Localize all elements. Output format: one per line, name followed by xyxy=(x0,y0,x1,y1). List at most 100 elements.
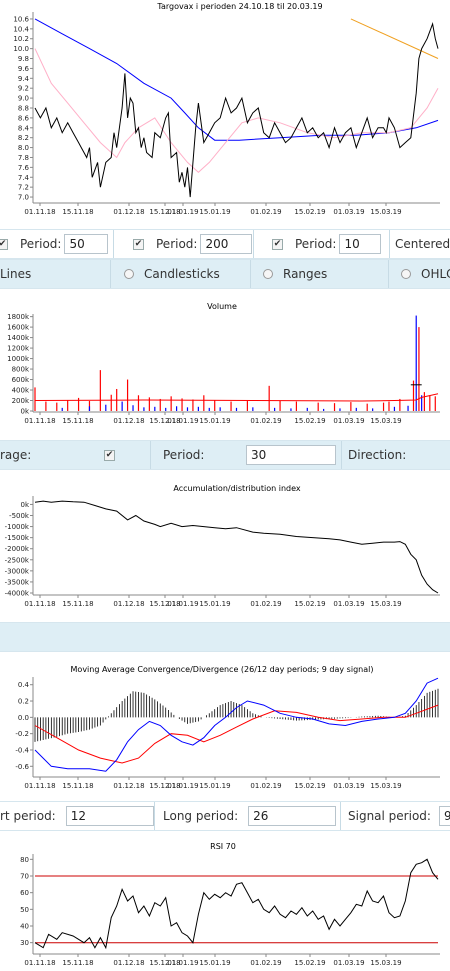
volume-y-tick-label: 1600k xyxy=(7,324,30,332)
rsi-y-tick-label: 30 xyxy=(20,939,29,947)
ma3-period-input[interactable]: 10 xyxy=(339,234,382,254)
long-period-input[interactable]: 26 xyxy=(248,806,337,826)
price-x-tick-label: 01.01.19 xyxy=(167,208,198,216)
rsi-x-tick-label: 15.03.19 xyxy=(370,959,401,967)
chart-type-controls: Lines Candlesticks Ranges OHLC xyxy=(0,259,450,289)
price-y-tick-label: 9.8 xyxy=(18,55,29,63)
rsi-x-tick-label: 15.02.19 xyxy=(294,959,325,967)
volume-bars-red xyxy=(34,327,436,411)
average-label: rage: xyxy=(0,448,32,462)
price-y-tick-label: 10.6 xyxy=(13,15,29,23)
rsi-x-ticks: 01.11.18 15.11.18 01.12.18 15.12.1801.01.19… xyxy=(24,954,402,967)
price-y-tick-label: 8.2 xyxy=(18,134,29,142)
price-x-tick-label: 15.11.18 xyxy=(62,208,93,216)
long-period-label: Long period: xyxy=(163,809,239,823)
ad-chart: Accumulation/distribution index 0k -500k -… xyxy=(5,484,440,608)
volume-bars-blue xyxy=(61,315,423,411)
ma2-checkbox[interactable]: ✔ xyxy=(133,238,144,250)
volume-x-tick-label: 15.01.19 xyxy=(199,417,230,425)
ad-x-tick-label: 01.02.19 xyxy=(250,600,281,608)
volume-y-tick-label: 400k xyxy=(12,387,30,395)
price-y-tick-label: 9.2 xyxy=(18,85,29,93)
ad-y-tick-label: -2000k xyxy=(5,545,30,553)
price-y-tick-label: 8.0 xyxy=(18,144,29,152)
ma3-checkbox[interactable]: ✔ xyxy=(272,238,283,250)
macd-chart: Moving Average Convergence/Divergence (2… xyxy=(15,665,440,790)
macd-y-tick-label: 0.2 xyxy=(18,698,29,706)
price-y-tick-label: 7.6 xyxy=(18,164,30,172)
macd-x-tick-label: 01.11.18 xyxy=(24,782,55,790)
price-y-tick-label: 8.6 xyxy=(18,114,30,122)
ma1-checkbox[interactable]: ✔ xyxy=(0,238,8,250)
ad-x-tick-label: 01.12.18 xyxy=(113,600,144,608)
ad-x-tick-label: 15.12.18 xyxy=(149,600,180,608)
lines-label[interactable]: Lines xyxy=(0,267,32,281)
macd-y-tick-label: 0.4 xyxy=(18,681,30,689)
ranges-radio[interactable] xyxy=(263,269,273,279)
price-ma10-line xyxy=(34,48,439,173)
volume-x-tick-label: 15.02.19 xyxy=(294,417,325,425)
rsi-y-axis: 80 70 60 50 40 30 xyxy=(20,856,33,947)
volume-x-ticks: 01.11.18 15.11.18 01.12.18 15.12.1801.01.19… xyxy=(24,412,402,425)
rsi-y-tick-label: 80 xyxy=(20,856,29,864)
centered-label: Centered: xyxy=(395,237,450,251)
ma-controls: ✔ Period: 50 ✔ Period: 200 ✔ Period: 10 … xyxy=(0,229,450,259)
macd-x-tick-label: 15.02.19 xyxy=(294,782,325,790)
rsi-x-tick-label: 01.01.19 xyxy=(167,959,198,967)
volume-x-tick-label: 01.12.18 xyxy=(113,417,144,425)
macd-y-tick-label: 0.0 xyxy=(18,714,29,722)
price-x-tick-label: 15.12.18 xyxy=(149,208,180,216)
rsi-x-tick-label: 15.11.18 xyxy=(62,959,93,967)
ad-x-tick-label: 15.03.19 xyxy=(370,600,401,608)
signal-period-input[interactable]: 9 xyxy=(438,806,450,826)
volume-x-tick-label: 15.03.19 xyxy=(370,417,401,425)
price-x-tick-label: 15.02.19 xyxy=(294,208,325,216)
ad-chart-title: Accumulation/distribution index xyxy=(173,484,300,493)
rsi-x-tick-label: 01.11.18 xyxy=(24,959,55,967)
price-x-tick-label: 01.12.18 xyxy=(113,208,144,216)
price-y-tick-label: 9.6 xyxy=(18,65,30,73)
candlesticks-radio[interactable] xyxy=(124,269,134,279)
volume-chart-title: Volume xyxy=(207,302,237,311)
price-y-tick-label: 7.8 xyxy=(18,154,29,162)
ad-x-tick-label: 01.01.19 xyxy=(167,600,198,608)
ad-y-tick-label: -1000k xyxy=(5,523,30,531)
macd-x-ticks: 01.11.18 15.11.18 01.12.18 15.12.1801.01.19… xyxy=(24,777,402,790)
ad-x-tick-label: 01.11.18 xyxy=(24,600,55,608)
ranges-label[interactable]: Ranges xyxy=(283,267,328,281)
price-ma200-line xyxy=(350,18,439,59)
ma2-period-label: Period: xyxy=(156,237,198,251)
macd-y-tick-label: -0.6 xyxy=(15,763,29,771)
ohlc-label[interactable]: OHLC xyxy=(421,267,450,281)
ma1-period-label: Period: xyxy=(20,237,62,251)
rsi-x-tick-label: 15.01.19 xyxy=(199,959,230,967)
price-x-tick-label: 01.03.19 xyxy=(333,208,364,216)
volume-period-input[interactable]: 30 xyxy=(246,445,336,465)
volume-x-tick-label: 01.02.19 xyxy=(250,417,281,425)
ad-x-ticks: 01.11.18 15.11.18 01.12.18 15.12.1801.01.19… xyxy=(24,595,402,608)
rsi-x-tick-label: 01.12.18 xyxy=(113,959,144,967)
average-checkbox[interactable]: ✔ xyxy=(104,449,115,461)
ad-y-tick-label: -3000k xyxy=(5,567,30,575)
ma2-period-input[interactable]: 200 xyxy=(200,234,253,254)
ma1-period-input[interactable]: 50 xyxy=(64,234,109,254)
price-x-tick-label: 01.11.18 xyxy=(24,208,55,216)
macd-x-tick-label: 01.02.19 xyxy=(250,782,281,790)
rsi-y-tick-label: 70 xyxy=(20,873,29,881)
macd-x-tick-label: 15.11.18 xyxy=(62,782,93,790)
signal-period-label: Signal period: xyxy=(348,809,431,823)
volume-average-line xyxy=(34,393,439,402)
candlesticks-label[interactable]: Candlesticks xyxy=(144,267,220,281)
volume-x-tick-label: 01.01.19 xyxy=(167,417,198,425)
macd-signal-line xyxy=(34,704,439,764)
macd-x-tick-label: 15.12.18 xyxy=(149,782,180,790)
price-chart-title: Targovax i perioden 24.10.18 til 20.03.1… xyxy=(156,2,322,11)
ad-x-tick-label: 01.03.19 xyxy=(333,600,364,608)
ad-controls xyxy=(0,622,450,652)
macd-x-tick-label: 01.12.18 xyxy=(113,782,144,790)
rsi-x-tick-label: 01.03.19 xyxy=(333,959,364,967)
short-period-input[interactable]: 12 xyxy=(65,806,154,826)
price-y-tick-label: 10.0 xyxy=(13,45,29,53)
ohlc-radio[interactable] xyxy=(401,269,411,279)
